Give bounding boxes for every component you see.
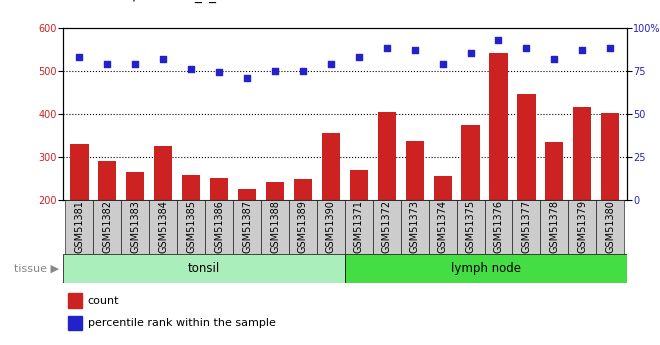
Point	[158, 56, 168, 61]
Bar	[517, 95, 535, 200]
Point	[214, 70, 224, 75]
Point	[577, 47, 587, 53]
Point	[409, 47, 420, 53]
Bar	[178, 200, 205, 254]
Text: GSM51387: GSM51387	[242, 200, 252, 253]
Bar	[266, 182, 284, 200]
Point	[465, 51, 476, 56]
Text: GSM51385: GSM51385	[186, 200, 196, 253]
Bar	[322, 133, 340, 200]
Text: tissue ▶: tissue ▶	[15, 263, 59, 273]
Point	[186, 66, 197, 72]
Bar	[345, 200, 373, 254]
Text: GSM51388: GSM51388	[270, 200, 280, 253]
Bar	[345, 254, 627, 283]
Bar	[98, 161, 116, 200]
Text: GSM51389: GSM51389	[298, 200, 308, 253]
Point	[605, 46, 616, 51]
Bar	[596, 200, 624, 254]
Point	[130, 61, 141, 67]
Text: GSM51384: GSM51384	[158, 200, 168, 253]
Bar	[350, 170, 368, 200]
Text: GSM51382: GSM51382	[102, 200, 112, 253]
Text: tonsil: tonsil	[187, 262, 220, 275]
Bar	[238, 189, 256, 200]
Bar	[401, 200, 428, 254]
Point	[102, 61, 113, 67]
Bar	[457, 200, 484, 254]
Bar	[373, 200, 401, 254]
Point	[354, 54, 364, 60]
Point	[438, 61, 448, 67]
Text: GSM51374: GSM51374	[438, 200, 447, 253]
Bar	[484, 200, 512, 254]
Point	[381, 46, 392, 51]
Bar	[541, 200, 568, 254]
Point	[549, 56, 560, 61]
Bar	[69, 293, 82, 308]
Bar	[94, 200, 121, 254]
Bar	[289, 200, 317, 254]
Text: lymph node: lymph node	[451, 262, 521, 275]
Bar	[154, 146, 172, 200]
Bar	[294, 179, 312, 200]
Bar	[461, 125, 480, 200]
Text: percentile rank within the sample: percentile rank within the sample	[88, 318, 275, 328]
Bar	[126, 172, 145, 200]
Text: GSM51378: GSM51378	[549, 200, 560, 253]
Text: GSM51377: GSM51377	[521, 200, 531, 253]
Bar	[428, 200, 457, 254]
Bar	[406, 141, 424, 200]
Bar	[69, 316, 82, 330]
Text: GSM51383: GSM51383	[130, 200, 141, 253]
Bar	[545, 142, 564, 200]
Point	[493, 37, 504, 42]
Text: GSM51381: GSM51381	[75, 200, 84, 253]
Bar	[210, 178, 228, 200]
Point	[74, 54, 84, 60]
Text: GSM51386: GSM51386	[214, 200, 224, 253]
Point	[242, 75, 252, 80]
Bar	[71, 144, 88, 200]
Text: GSM51379: GSM51379	[578, 200, 587, 253]
Bar	[121, 200, 149, 254]
Point	[298, 68, 308, 73]
Text: GSM51380: GSM51380	[605, 200, 615, 253]
Bar	[317, 200, 345, 254]
Text: GSM51390: GSM51390	[326, 200, 336, 253]
Text: GSM51372: GSM51372	[381, 200, 392, 253]
Point	[521, 46, 532, 51]
Bar	[261, 200, 289, 254]
Bar	[65, 200, 94, 254]
Text: GSM51371: GSM51371	[354, 200, 364, 253]
Bar	[149, 200, 178, 254]
Bar	[182, 175, 200, 200]
Bar	[434, 176, 451, 200]
Text: count: count	[88, 296, 119, 306]
Bar	[205, 200, 233, 254]
Text: GSM51376: GSM51376	[494, 200, 504, 253]
Bar	[574, 107, 591, 200]
Text: GSM51373: GSM51373	[410, 200, 420, 253]
Bar	[490, 53, 508, 200]
Bar	[378, 112, 396, 200]
Point	[325, 61, 336, 67]
Bar	[512, 200, 541, 254]
Bar	[63, 254, 345, 283]
Bar	[601, 113, 619, 200]
Point	[270, 68, 280, 73]
Bar	[568, 200, 596, 254]
Bar	[233, 200, 261, 254]
Text: GDS1618 / 221771_s_at: GDS1618 / 221771_s_at	[63, 0, 230, 3]
Text: GSM51375: GSM51375	[465, 200, 476, 253]
